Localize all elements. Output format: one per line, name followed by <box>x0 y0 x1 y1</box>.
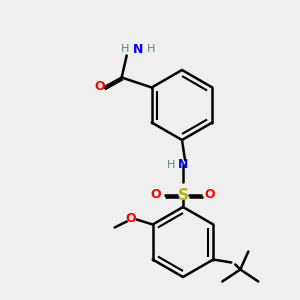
Text: N: N <box>178 158 188 172</box>
Text: N: N <box>133 43 143 56</box>
Text: H: H <box>147 44 155 55</box>
Text: H: H <box>167 160 175 170</box>
Text: O: O <box>205 188 215 202</box>
Text: H: H <box>121 44 130 55</box>
Text: O: O <box>94 80 105 93</box>
Text: O: O <box>125 212 136 225</box>
Text: S: S <box>178 188 188 202</box>
Text: O: O <box>151 188 161 202</box>
